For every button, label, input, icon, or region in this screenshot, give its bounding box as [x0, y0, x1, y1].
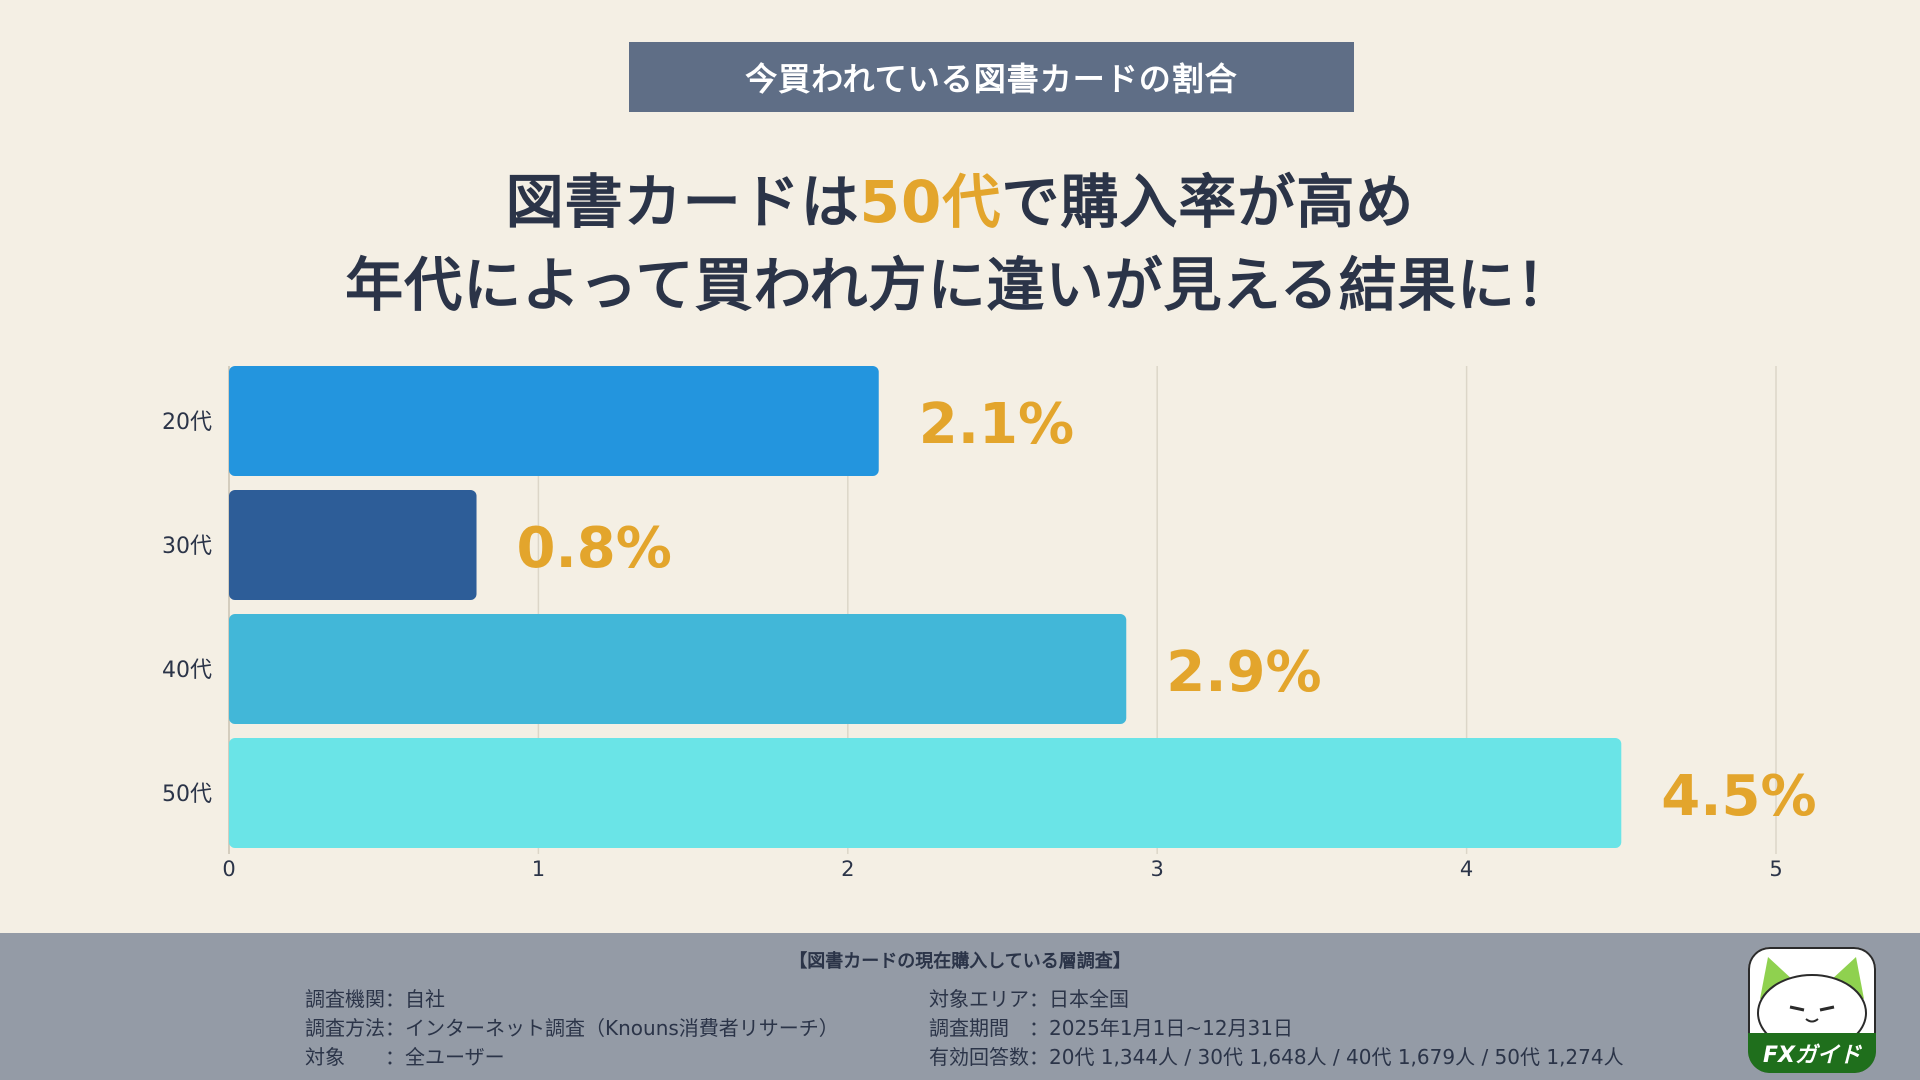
cat-mascot-icon — [1757, 957, 1867, 1037]
x-tick-label-5: 5 — [1769, 857, 1782, 881]
headline-pre: 図書カードは — [505, 168, 860, 236]
survey-responses: 有効回答数：20代 1,344人 / 30代 1,648人 / 40代 1,67… — [929, 1045, 1624, 1069]
x-tick-label-3: 3 — [1151, 857, 1164, 881]
survey-target: 対象 ：全ユーザー — [305, 1045, 505, 1069]
value-label-50代: 4.5% — [1661, 764, 1816, 829]
headline-post: で購入率が高め — [1001, 168, 1415, 236]
category-label-20代: 20代 — [162, 410, 212, 435]
survey-period: 調査期間 ：2025年1月1日~12月31日 — [929, 1016, 1294, 1040]
value-label-40代: 2.9% — [1166, 640, 1321, 705]
category-label-50代: 50代 — [162, 782, 212, 807]
footer: 【図書カードの現在購入している層調査】 調査機関：自社 調査方法：インターネット… — [0, 933, 1920, 1080]
logo-text: FXガイド — [1748, 1033, 1876, 1073]
category-label-40代: 40代 — [162, 658, 212, 683]
x-tick-label-2: 2 — [841, 857, 854, 881]
fx-guide-logo: FXガイド — [1748, 947, 1876, 1073]
category-label-30代: 30代 — [162, 534, 212, 559]
bar-40代 — [229, 614, 1127, 724]
x-tick-label-4: 4 — [1460, 857, 1473, 881]
top-banner: 今買われている図書カードの割合 — [629, 42, 1354, 112]
headline-highlight: 50代 — [859, 168, 1002, 236]
value-label-30代: 0.8% — [517, 516, 672, 581]
survey-method: 調査方法：インターネット調査（Knouns消費者リサーチ） — [305, 1016, 839, 1040]
bar-50代 — [229, 738, 1622, 848]
survey-title: 【図書カードの現在購入している層調査】 — [789, 951, 1131, 972]
bar-30代 — [229, 490, 477, 600]
bar-chart: 0 1 2 3 4 5 20代 2.1% 30代 0.8% 40代 2.9% 50代 4.5% — [162, 366, 1817, 881]
headline-line-2: 年代によって買われ方に違いが見える結果に！ — [345, 251, 1575, 319]
value-label-20代: 2.1% — [919, 392, 1074, 457]
survey-area: 対象エリア：日本全国 — [929, 987, 1129, 1011]
x-tick-label-1: 1 — [532, 857, 545, 881]
x-tick-label-0: 0 — [222, 857, 235, 881]
bar-20代 — [229, 366, 879, 476]
survey-agency: 調査機関：自社 — [305, 987, 445, 1011]
headline-line-1: 図書カードは50代で購入率が高め — [0, 155, 1920, 239]
banner-title: 今買われている図書カードの割合 — [745, 60, 1238, 98]
